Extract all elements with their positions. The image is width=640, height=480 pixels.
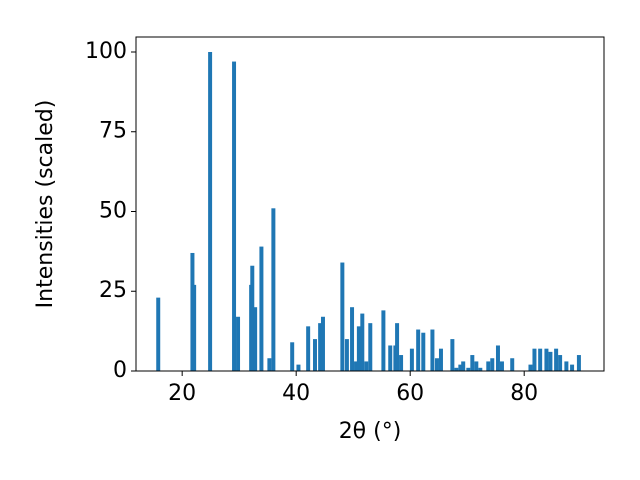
bar	[267, 358, 272, 371]
bar	[192, 284, 197, 371]
bar	[470, 355, 475, 371]
bar	[318, 323, 323, 371]
bar	[156, 297, 161, 371]
bar	[409, 348, 414, 371]
bar	[344, 339, 349, 371]
bar	[454, 367, 459, 371]
bar	[290, 342, 295, 371]
bar	[395, 323, 400, 371]
bar	[253, 307, 258, 371]
y-tick-label: 50	[99, 198, 127, 223]
bar	[450, 339, 455, 371]
bar	[558, 355, 563, 371]
bar	[495, 345, 500, 371]
bar	[236, 316, 241, 371]
bar	[570, 364, 575, 371]
bar	[381, 310, 386, 371]
bar	[532, 348, 537, 371]
bar	[340, 262, 345, 371]
bar	[554, 348, 559, 371]
x-tick-label: 40	[282, 381, 310, 406]
bar	[474, 361, 479, 371]
y-tick-label: 0	[113, 358, 127, 383]
bar	[528, 364, 533, 371]
x-tick-label: 60	[396, 381, 424, 406]
bar	[538, 348, 543, 371]
bar	[466, 367, 471, 371]
bar	[461, 361, 466, 371]
y-tick-label: 100	[85, 39, 127, 64]
bar	[548, 351, 553, 371]
bar	[486, 361, 491, 371]
bar	[271, 208, 276, 371]
bar	[544, 348, 549, 371]
bar	[438, 348, 443, 371]
bar	[458, 364, 463, 371]
bar	[399, 355, 404, 371]
bar	[306, 326, 311, 371]
bar	[421, 332, 426, 371]
bar	[356, 326, 361, 371]
bar	[510, 358, 515, 371]
bar	[208, 51, 213, 371]
y-tick-label: 75	[99, 119, 127, 144]
bar	[388, 345, 393, 371]
bar	[354, 361, 359, 371]
bar	[360, 313, 365, 371]
bar	[368, 323, 373, 371]
bar	[564, 361, 569, 371]
x-axis-label: 2θ (°)	[339, 419, 402, 444]
bar	[478, 367, 483, 371]
bar	[490, 358, 495, 371]
y-tick-label: 25	[99, 278, 127, 303]
bar	[350, 307, 355, 371]
bar	[259, 246, 264, 371]
bar	[232, 61, 237, 372]
x-tick-label: 20	[168, 381, 196, 406]
x-tick-label: 80	[510, 381, 538, 406]
plot-frame	[135, 36, 605, 372]
bar	[430, 329, 435, 371]
bar	[312, 339, 317, 371]
bar	[364, 361, 369, 371]
bar	[296, 364, 301, 371]
bar	[576, 355, 581, 371]
bar	[320, 316, 325, 371]
bar	[434, 358, 439, 371]
y-axis-label: Intensities (scaled)	[33, 100, 58, 309]
bar	[250, 265, 255, 371]
bar	[416, 329, 421, 371]
bar	[499, 361, 504, 371]
